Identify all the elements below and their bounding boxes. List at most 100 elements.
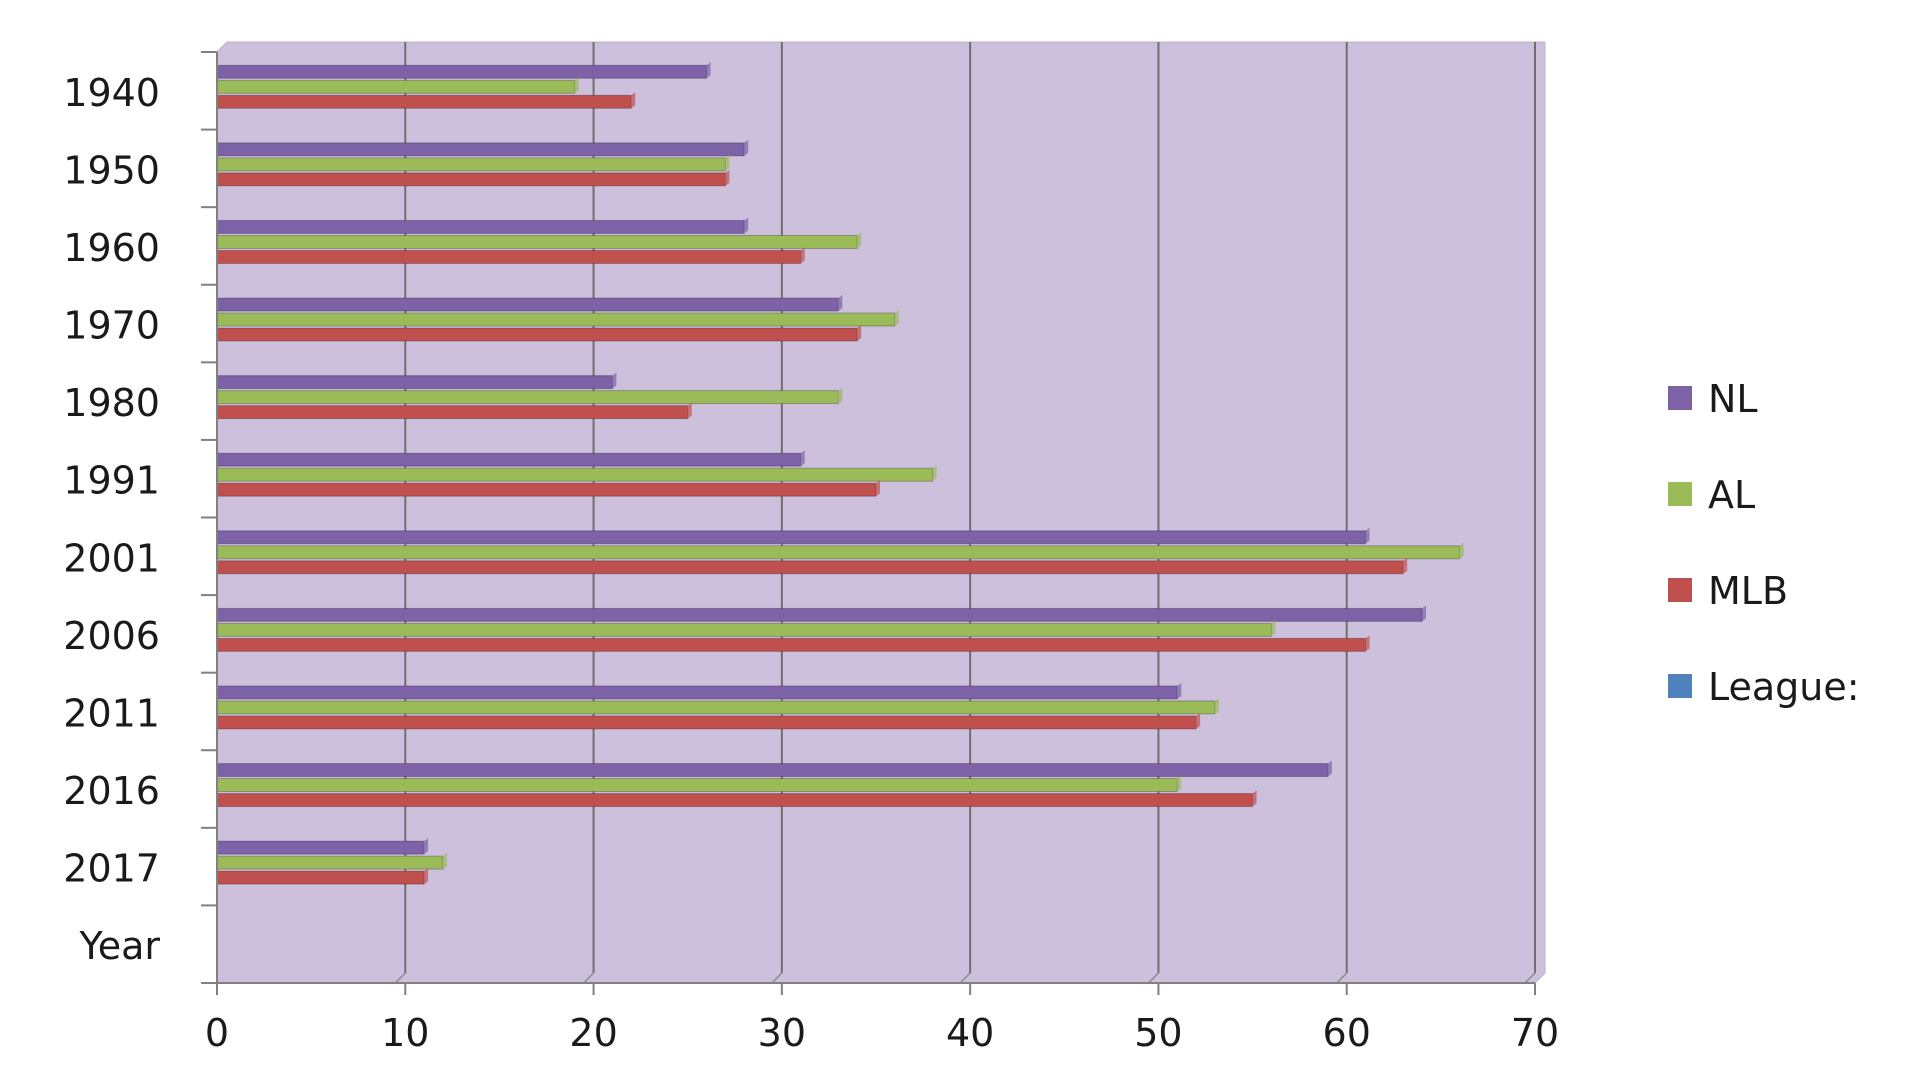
bar-mlb — [216, 94, 632, 109]
legend-swatch-nl — [1668, 386, 1692, 410]
bar-al — [216, 855, 444, 870]
x-tick-label: 20 — [569, 1011, 617, 1055]
bar-al — [216, 545, 1461, 560]
bar-cap-al — [1271, 620, 1276, 637]
bar-nl — [216, 219, 745, 234]
gridline-floor — [1524, 972, 1536, 984]
legend-label-nl: NL — [1708, 377, 1758, 421]
bar-al — [216, 700, 1216, 715]
bar-cap-mlb — [876, 480, 880, 497]
bar-cap-mlb — [1403, 557, 1408, 574]
legend-swatch-mlb — [1668, 578, 1692, 602]
bar-al — [216, 234, 858, 249]
bar-mlb — [216, 870, 425, 885]
bar-mlb — [216, 793, 1254, 808]
bar-cap-al — [725, 154, 730, 171]
bar-cap-al — [1459, 542, 1464, 559]
bar-cap-mlb — [1252, 790, 1257, 807]
bar-cap-nl — [1422, 605, 1427, 622]
y-tick-label: 2001 — [63, 536, 160, 580]
bar-al — [216, 157, 726, 172]
bar-nl — [216, 297, 839, 312]
bar-cap-mlb — [631, 92, 636, 109]
bar-cap-mlb — [424, 868, 429, 885]
bar-nl — [216, 375, 613, 390]
bar-mlb — [216, 405, 689, 420]
bar-cap-al — [1214, 697, 1219, 714]
legend-swatch-al — [1668, 482, 1692, 506]
bar-cap-nl — [424, 838, 429, 855]
bar-cap-mlb — [800, 247, 805, 264]
bar-cap-al — [838, 387, 843, 404]
bar-cap-nl — [744, 139, 749, 156]
bar-al — [216, 312, 896, 327]
x-tick-label: 40 — [946, 1011, 994, 1055]
x-tick-label: 60 — [1323, 1011, 1371, 1055]
y-tick-label: 2017 — [63, 847, 160, 891]
legend-swatch-league — [1668, 674, 1692, 698]
bar-cap-nl — [838, 295, 843, 312]
bar-cap-al — [1177, 775, 1182, 792]
bar-cap-mlb — [857, 325, 862, 342]
y-tick-label: 1991 — [63, 459, 160, 503]
legend-label-mlb: MLB — [1708, 569, 1788, 613]
bar-mlb — [216, 482, 877, 497]
bar-al — [216, 778, 1178, 793]
y-tick-label: 1970 — [63, 304, 160, 348]
bar-mlb — [216, 172, 726, 187]
bar-mlb — [216, 637, 1367, 652]
bar-cap-al — [574, 77, 579, 94]
bar-cap-nl — [800, 450, 805, 467]
gridline-floor — [1336, 972, 1348, 984]
y-tick-label: Year — [79, 924, 161, 968]
gridline-floor — [1147, 972, 1159, 984]
gridline-floor — [394, 972, 406, 984]
bar-nl — [216, 64, 708, 79]
y-tick-label: 1950 — [63, 148, 160, 192]
bar-nl — [216, 452, 802, 467]
x-tick-label: 50 — [1134, 1011, 1182, 1055]
bar-cap-al — [894, 310, 899, 327]
bar-al — [216, 622, 1272, 637]
bar-nl — [216, 763, 1329, 778]
bar-cap-al — [442, 853, 447, 870]
y-tick-label: 1980 — [63, 381, 160, 425]
gridline-floor — [959, 972, 971, 984]
gridline-floor — [583, 972, 595, 984]
gridline-floor — [771, 972, 783, 984]
bar-mlb — [216, 715, 1197, 730]
bar-nl — [216, 840, 425, 855]
bar-cap-nl — [1365, 527, 1370, 544]
bar-cap-nl — [706, 62, 711, 79]
bar-al — [216, 79, 576, 94]
bar-cap-al — [857, 232, 862, 249]
x-tick-label: 70 — [1511, 1011, 1559, 1055]
bar-mlb — [216, 327, 858, 342]
bar-cap-mlb — [1365, 635, 1370, 652]
x-tick-label: 10 — [381, 1011, 429, 1055]
bar-cap-nl — [612, 372, 617, 389]
bar-al — [216, 467, 933, 482]
bar-cap-mlb — [1196, 712, 1201, 729]
bar-mlb — [216, 249, 802, 264]
legend-label-league: League: — [1708, 665, 1860, 709]
y-tick-label: 1940 — [63, 71, 160, 115]
bar-nl — [216, 607, 1423, 622]
bar-cap-mlb — [725, 169, 730, 186]
bar-nl — [216, 530, 1367, 545]
y-tick-label: 2011 — [63, 691, 160, 735]
bar-cap-nl — [1177, 682, 1182, 699]
bar-nl — [216, 142, 745, 157]
bar-nl — [216, 685, 1178, 700]
y-tick-label: 1960 — [63, 226, 160, 270]
y-tick-label: 2006 — [63, 614, 160, 658]
bar-cap-al — [932, 465, 937, 482]
bar-mlb — [216, 560, 1404, 575]
bar-cap-mlb — [687, 402, 692, 419]
x-tick-label: 30 — [758, 1011, 806, 1055]
bar-al — [216, 390, 839, 405]
bar-cap-nl — [744, 217, 749, 234]
y-tick-label: 2016 — [63, 769, 160, 813]
